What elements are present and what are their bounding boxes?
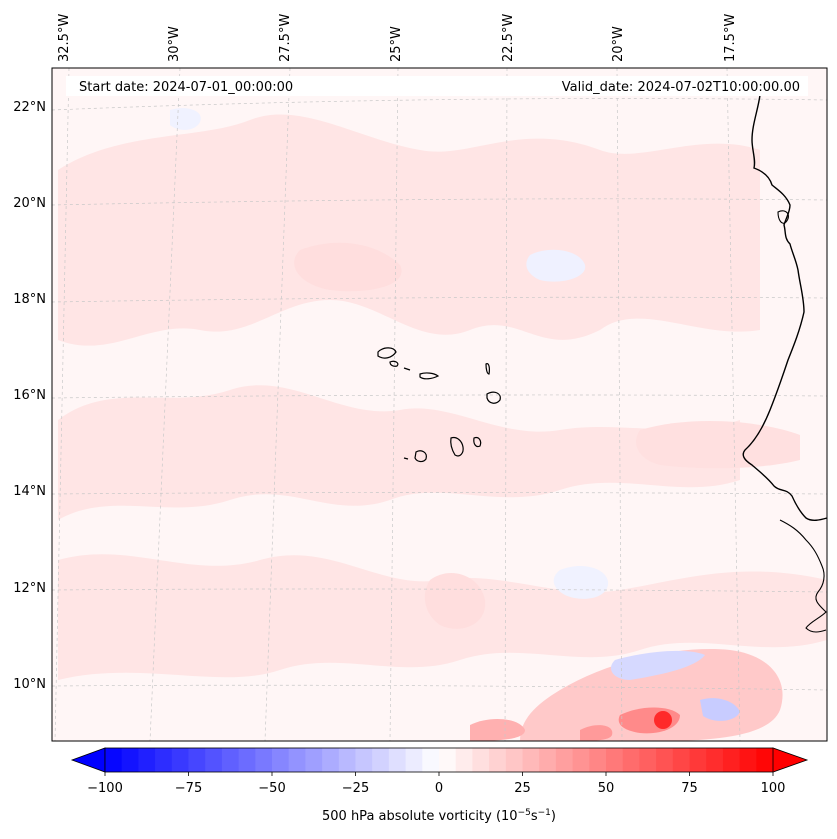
colorbar-segment (188, 748, 206, 772)
lat-label: 16°N (13, 388, 46, 403)
colorbar-ticks: −100 −75 −50 −25 0 25 50 75 100 (87, 772, 785, 796)
colorbar-segment (689, 748, 707, 772)
lat-label: 14°N (13, 484, 46, 499)
colorbar-segment (622, 748, 640, 772)
lon-label: 32.5°W (57, 14, 72, 62)
colorbar-segment (439, 748, 457, 772)
colorbar-segment (422, 748, 440, 772)
colorbar-segment (155, 748, 173, 772)
colorbar-segment (505, 748, 524, 772)
latitude-labels: 22°N 20°N 18°N 16°N 14°N 12°N 10°N (13, 100, 46, 692)
colorbar-segment (656, 748, 674, 772)
colorbar-segment (405, 748, 423, 772)
colorbar-segment (739, 748, 757, 772)
colorbar-segment (489, 748, 507, 772)
colorbar-tick-label: 25 (514, 781, 531, 796)
lon-label: 30°W (167, 26, 182, 62)
vorticity-region-positive (580, 725, 613, 741)
vorticity-region-positive (58, 114, 760, 346)
vorticity-field (58, 108, 827, 741)
colorbar-segment (555, 748, 574, 772)
colorbar-segment (606, 748, 624, 772)
vorticity-region-negative (610, 650, 705, 680)
lon-label: 27.5°W (278, 14, 293, 62)
colorbar-min-extension (70, 747, 106, 773)
valid-date-label: Valid_date: 2024-07-02T10:00:00.00 (562, 80, 800, 95)
colorbar-segment (388, 748, 407, 772)
colorbar-tick-label: −75 (175, 781, 202, 796)
colorbar-segment (539, 748, 557, 772)
map-frame (51, 67, 828, 742)
vorticity-region-positive (470, 718, 525, 741)
vorticity-max-center (654, 711, 672, 729)
colorbar-tick-label: 50 (598, 781, 615, 796)
africa-coastline (777, 210, 789, 224)
header-band (66, 76, 808, 96)
longitude-labels: 32.5°W 30°W 27.5°W 25°W 22.5°W 20°W 17.5… (57, 14, 738, 62)
africa-coastline (742, 94, 828, 521)
lon-label: 25°W (389, 26, 404, 62)
vorticity-region-negative (526, 249, 586, 282)
vorticity-region-positive (424, 572, 486, 629)
colorbar-segment (472, 748, 490, 772)
colorbar-segments (105, 748, 774, 772)
lon-label: 17.5°W (723, 14, 738, 62)
lat-label: 10°N (13, 677, 46, 692)
colorbar-segment (288, 748, 306, 772)
colorbar-segment (572, 748, 590, 772)
colorbar-segment (455, 748, 473, 772)
colorbar-segment (706, 748, 724, 772)
colorbar-tick-label: 75 (681, 781, 698, 796)
colorbar-segment (322, 748, 340, 772)
colorbar-segment (105, 748, 123, 772)
africa-coastline (779, 519, 827, 633)
lat-label: 22°N (13, 100, 46, 115)
colorbar-segment (522, 748, 540, 772)
lon-label: 20°W (611, 26, 626, 62)
colorbar-segment (372, 748, 390, 772)
colorbar-segment (205, 748, 223, 772)
colorbar-tick-label: 0 (435, 781, 443, 796)
colorbar-label: 500 hPa absolute vorticity (10−5s−1) (322, 808, 556, 824)
colorbar-segment (355, 748, 373, 772)
colorbar: −100 −75 −50 −25 0 25 50 75 100 500 hPa absolute… (70, 747, 809, 824)
colorbar-tick-label: −25 (342, 781, 369, 796)
lat-label: 20°N (13, 196, 46, 211)
lat-label: 18°N (13, 292, 46, 307)
colorbar-tick-label: −50 (258, 781, 285, 796)
colorbar-segment (221, 748, 240, 772)
colorbar-segment (338, 748, 357, 772)
colorbar-segment (756, 748, 774, 772)
start-date-label: Start date: 2024-07-01_00:00:00 (79, 80, 293, 95)
vorticity-region-positive (294, 242, 402, 292)
colorbar-segment (722, 748, 741, 772)
colorbar-segment (121, 748, 139, 772)
colorbar-segment (589, 748, 607, 772)
vorticity-region-positive (58, 385, 740, 520)
colorbar-segment (272, 748, 290, 772)
colorbar-tick-label: 100 (761, 781, 786, 796)
colorbar-segment (238, 748, 256, 772)
colorbar-segment (171, 748, 190, 772)
colorbar-segment (138, 748, 156, 772)
vorticity-region-positive (636, 420, 800, 469)
colorbar-segment (639, 748, 657, 772)
cape-verde-islands (377, 347, 501, 463)
colorbar-max-extension (772, 747, 809, 773)
graticule (51, 67, 828, 742)
colorbar-segment (255, 748, 273, 772)
lon-label: 22.5°W (501, 14, 516, 62)
colorbar-tick-label: −100 (87, 781, 123, 796)
vorticity-region-negative (700, 698, 740, 721)
colorbar-segment (305, 748, 323, 772)
colorbar-segment (672, 748, 691, 772)
vorticity-region-negative (553, 565, 609, 599)
lat-label: 12°N (13, 581, 46, 596)
